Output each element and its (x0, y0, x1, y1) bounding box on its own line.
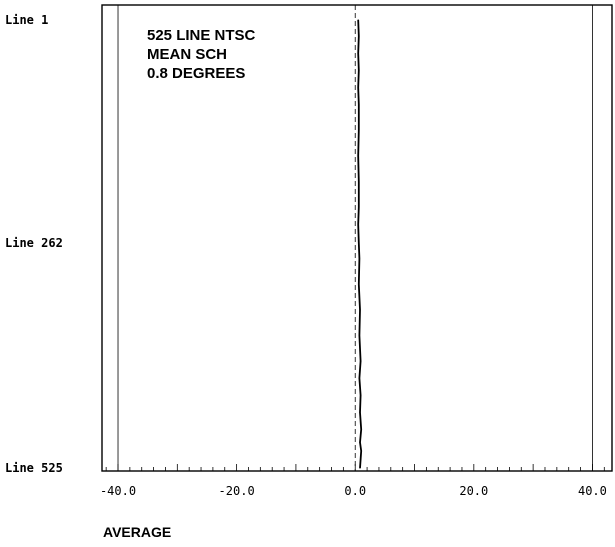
series-0-point-4 (357, 86, 359, 89)
plot-frame (101, 4, 613, 472)
annotation-line-2: MEAN SCH (147, 46, 228, 63)
x-tick-label-0: -40.0 (100, 484, 136, 498)
series-0-point-16 (359, 360, 362, 362)
annotation-line-3: 0.8 DEGREES (147, 65, 246, 82)
series-0-point-6 (358, 129, 360, 131)
series-0-point-10 (357, 223, 359, 225)
series-0-point-5 (358, 104, 360, 106)
series-0-point-17 (358, 377, 360, 379)
series-0-point-13 (358, 283, 360, 285)
series-0-point-24 (359, 467, 361, 469)
series-0-point-1 (358, 35, 360, 37)
y-tick-label-2: Line 525 (5, 461, 63, 475)
x-tick-label-1: -20.0 (219, 484, 255, 498)
series-0-point-7 (357, 155, 359, 157)
y-tick-label-0: Line 1 (5, 13, 48, 27)
series-0-point-3 (358, 69, 360, 72)
x-tick-label-3: 20.0 (459, 484, 488, 498)
series-0-point-8 (358, 180, 360, 183)
series-0-point-18 (359, 394, 362, 396)
series-0-point-23 (359, 458, 362, 461)
series-0-point-2 (357, 52, 359, 54)
x-tick-label-4: 40.0 (578, 484, 607, 498)
series-0-point-11 (358, 242, 360, 244)
annotation-line-1: 525 LINE NTSC (147, 27, 256, 44)
series-0-point-15 (358, 334, 360, 337)
x-tick-label-2: 0.0 (344, 484, 366, 498)
series-0-point-12 (358, 257, 360, 260)
series-0-point-9 (358, 206, 360, 208)
series-0-point-20 (360, 428, 362, 431)
series-0-point-19 (359, 411, 361, 414)
series-0-point-0 (357, 19, 359, 21)
x-axis-label: AVERAGE (103, 524, 172, 540)
series-0-point-22 (360, 450, 362, 452)
chart-annotation: 525 LINE NTSC MEAN SCH 0.8 DEGREES (147, 26, 255, 83)
y-tick-label-1: Line 262 (5, 236, 63, 250)
series-0-point-14 (359, 309, 361, 311)
series-0-point-21 (359, 441, 361, 443)
